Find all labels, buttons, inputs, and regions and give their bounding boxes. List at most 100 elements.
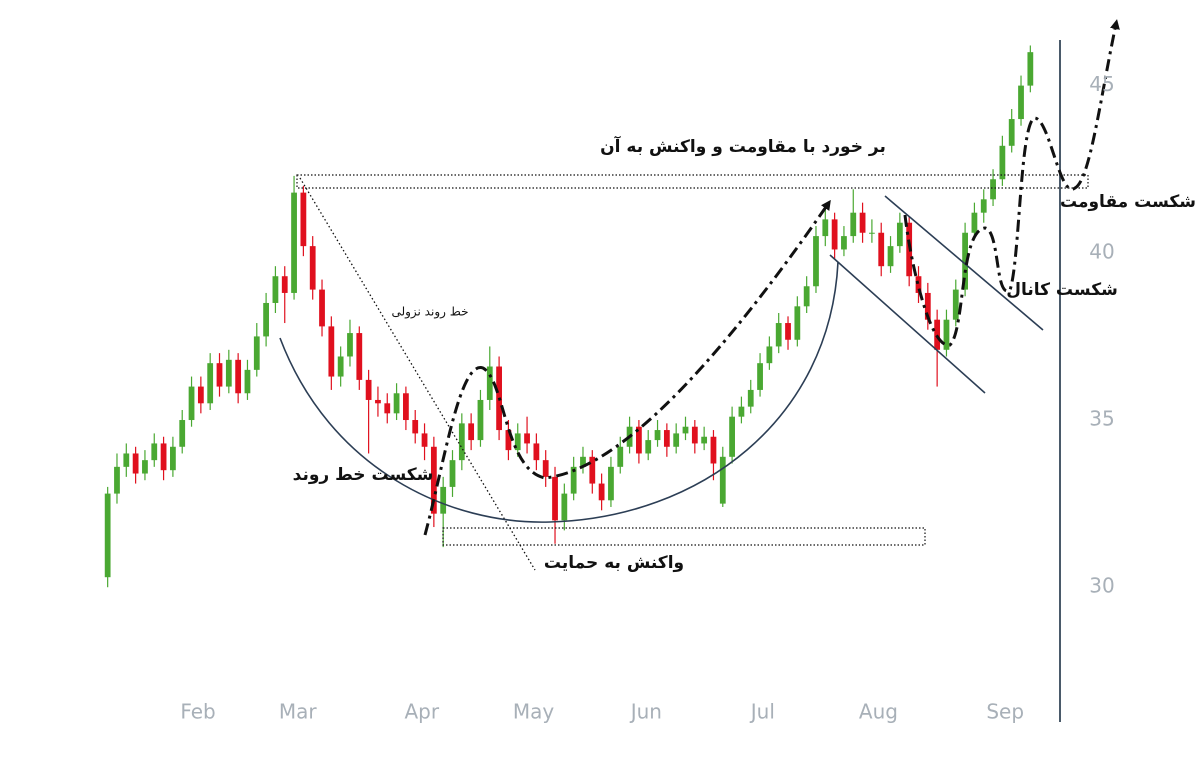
annotations-layer: بر خورد با مقاومت و واکنش به آن شکست مقا… (279, 19, 1196, 722)
candle-body (896, 222, 903, 247)
candle-body (514, 433, 521, 451)
x-tick-label: Apr (404, 700, 439, 724)
x-tick-label: Jun (629, 700, 662, 724)
candle-body (775, 323, 782, 347)
candles (104, 45, 1034, 588)
annotation: خط روند نزولی (391, 305, 468, 320)
candle-body (990, 179, 996, 200)
candle-body (440, 486, 447, 514)
candle-body (822, 219, 829, 237)
candle-body (132, 453, 139, 474)
candle-body (216, 363, 223, 387)
candle-body (934, 319, 941, 350)
candle-body (831, 219, 838, 250)
candle-body (281, 276, 288, 293)
candle-body (1027, 52, 1034, 86)
candle-body (710, 436, 717, 464)
candle-body (813, 236, 819, 287)
annotation: واکنش به حمایت (544, 553, 684, 573)
breakout-path (903, 19, 1120, 347)
candle-body (486, 366, 493, 400)
candle-body (337, 356, 344, 377)
candle-body (608, 466, 614, 501)
candle-body (971, 212, 978, 233)
candle-body (309, 246, 316, 290)
candle-body (477, 399, 484, 441)
candle-body (235, 359, 242, 394)
candle-body (449, 460, 456, 487)
y-tick-label: 35 (1089, 407, 1114, 431)
channel-upper (884, 195, 1044, 331)
candle-body (347, 333, 353, 357)
candle-body (803, 286, 810, 307)
candle-body (701, 436, 708, 444)
x-tick-label: Sep (986, 700, 1024, 724)
candle-body (384, 403, 391, 414)
candle-body (430, 446, 437, 514)
move-path (423, 199, 831, 536)
candle-body (272, 276, 279, 303)
candle-body (505, 430, 512, 451)
candle-body (580, 456, 586, 467)
candle-body (924, 292, 931, 320)
candle-body (123, 453, 130, 467)
downtrend-line (299, 177, 536, 571)
candle-body (412, 420, 419, 434)
x-tick-label: May (513, 700, 555, 724)
candle-body (598, 483, 605, 501)
candle-body (552, 476, 558, 521)
candle-body (225, 359, 232, 387)
candle-body (570, 466, 577, 494)
candle-body (197, 386, 204, 404)
candle-body (878, 232, 885, 267)
candle-body (841, 236, 847, 250)
y-tick-label: 40 (1089, 239, 1114, 263)
resistance-zone (296, 174, 1089, 189)
candle-body (645, 440, 652, 454)
candle-body (785, 323, 791, 340)
support-zone (442, 527, 926, 546)
candle-body (962, 232, 968, 290)
candle-body (542, 460, 549, 477)
candle-body (766, 346, 773, 364)
x-tick-label: Jul (749, 700, 775, 724)
candle-body (468, 423, 475, 441)
candle-body (719, 456, 726, 504)
y-tick-label: 30 (1089, 574, 1114, 598)
channel-lower (829, 254, 986, 394)
annotation: شکست خط روند (293, 465, 434, 485)
candle-body (915, 276, 922, 293)
candle-body (738, 406, 745, 417)
x-tick-label: Feb (180, 700, 215, 724)
candle-body (253, 336, 260, 370)
candle-body (561, 493, 568, 521)
candle-body (421, 433, 428, 447)
candle-body (207, 363, 214, 404)
candle-body (663, 430, 670, 447)
candle-body (160, 443, 167, 471)
candle-body (682, 426, 689, 434)
candle-body (356, 333, 363, 380)
candle-body (114, 466, 120, 494)
candle-body (589, 456, 596, 484)
candle-body (263, 302, 269, 337)
candle-body (142, 460, 148, 474)
candle-body (300, 192, 307, 247)
candle-body (393, 393, 400, 414)
candle-body (1018, 85, 1024, 120)
x-tick-label: Mar (279, 700, 318, 724)
candle-body (365, 379, 372, 400)
candle-body (729, 416, 735, 457)
candle-body (999, 145, 1006, 180)
candle-body (952, 289, 959, 320)
candle-body (747, 389, 754, 407)
candle-body (859, 212, 866, 233)
candle-body (179, 420, 186, 447)
candle-body (980, 199, 987, 213)
candle-body (636, 426, 642, 454)
annotation: شکست مقاومت (1060, 192, 1196, 212)
annotation: بر خورد با مقاومت و واکنش به آن (600, 135, 886, 157)
candle-body (188, 386, 195, 421)
candle-body (328, 326, 335, 377)
